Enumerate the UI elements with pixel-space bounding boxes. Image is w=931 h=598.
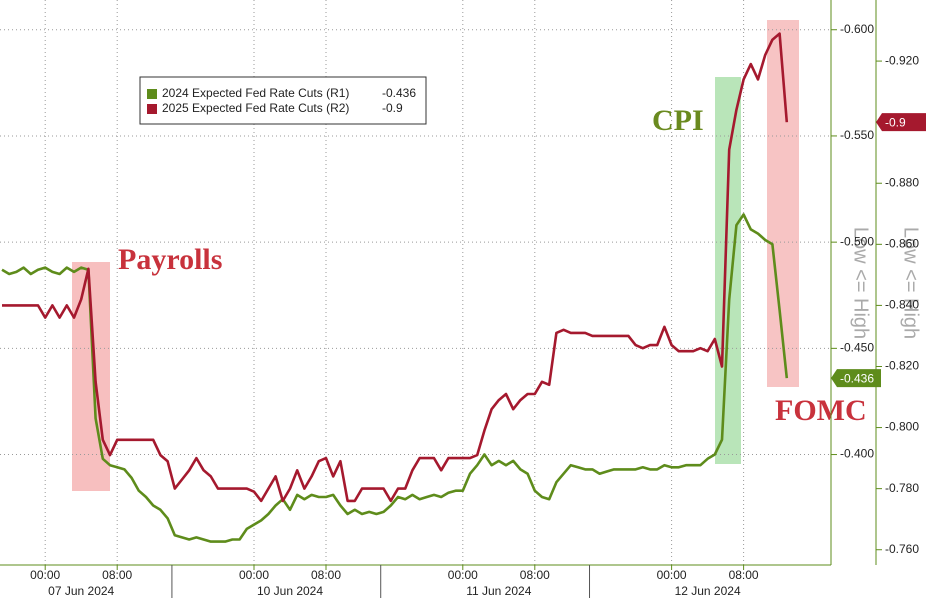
- y2-tick-label: -0.920: [885, 53, 919, 67]
- annotation: Payrolls: [118, 243, 222, 276]
- x-tick-label: 08:00: [311, 568, 341, 582]
- x-tick-label: 00:00: [30, 568, 60, 582]
- y2-tick-label: -0.840: [885, 298, 919, 312]
- legend-swatch: [147, 104, 157, 114]
- y2-tick-label: -0.860: [885, 236, 919, 250]
- day-label: 12 Jun 2024: [675, 584, 741, 598]
- x-tick-label: 08:00: [520, 568, 550, 582]
- y-tick-label: -0.550: [840, 128, 874, 142]
- legend-box: [139, 76, 427, 125]
- y-axis-label: Low <= High: [850, 227, 872, 339]
- series-line: [1, 213, 789, 543]
- last-value-tag: [831, 369, 881, 388]
- y2-tick-label: -0.760: [885, 542, 919, 556]
- series-line: [2, 32, 789, 503]
- last-value-label: -0.9: [885, 115, 906, 129]
- y2-tick-label: -0.780: [885, 481, 919, 495]
- annotation: CPI: [652, 104, 704, 137]
- legend-label: 2025 Expected Fed Rate Cuts (R2): [162, 101, 349, 115]
- legend-value: -0.9: [382, 101, 403, 115]
- day-label: 11 Jun 2024: [466, 584, 531, 598]
- x-tick-label: 08:00: [102, 568, 132, 582]
- cpi-highlight: [715, 77, 741, 464]
- y2-tick-label: -0.880: [885, 175, 919, 189]
- y2-axis-label: Low <= High: [900, 227, 922, 339]
- x-tick-label: 00:00: [448, 568, 478, 582]
- y-tick-label: -0.500: [840, 234, 874, 248]
- legend: 2024 Expected Fed Rate Cuts (R1) -0.436 …: [139, 76, 427, 125]
- grid: [0, 0, 831, 565]
- lines: [1, 32, 789, 543]
- day-label: 10 Jun 2024: [257, 584, 323, 598]
- day-label: 07 Jun 2024: [48, 584, 114, 598]
- legend-label: 2024 Expected Fed Rate Cuts (R1): [162, 86, 349, 100]
- y-tick-label: -0.600: [840, 22, 874, 36]
- last-value-label: -0.436: [840, 371, 874, 385]
- y2-tick-label: -0.820: [885, 359, 919, 373]
- last-value-tag: [876, 113, 926, 132]
- x-tick-label: 00:00: [657, 568, 687, 582]
- y2-tick-label: -0.800: [885, 420, 919, 434]
- y-tick-label: -0.400: [840, 447, 874, 461]
- y-tick-label: -0.450: [840, 341, 874, 355]
- x-tick-label: 08:00: [729, 568, 759, 582]
- x-tick-label: 00:00: [239, 568, 269, 582]
- annotation: FOMC: [775, 394, 867, 427]
- legend-swatch: [147, 89, 157, 99]
- legend-value: -0.436: [382, 86, 416, 100]
